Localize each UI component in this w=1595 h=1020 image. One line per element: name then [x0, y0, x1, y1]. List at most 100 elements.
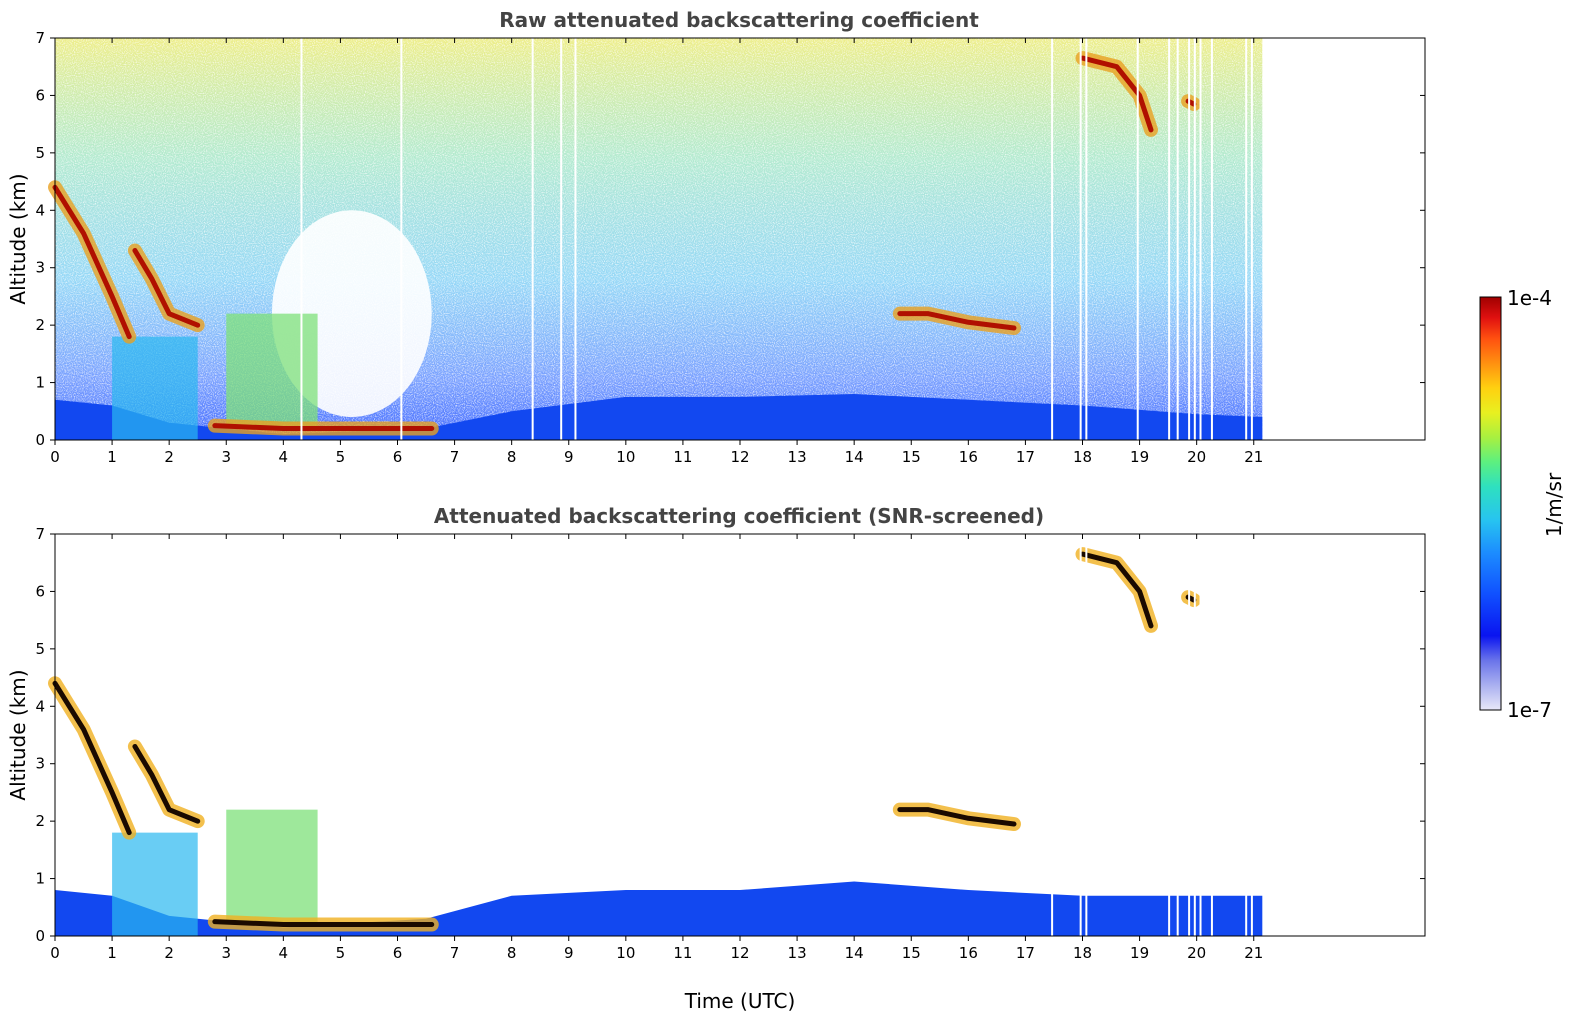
data-gap	[1079, 534, 1082, 936]
x-tick-label: 13	[788, 448, 807, 466]
data-gap	[560, 38, 563, 440]
x-tick-label: 17	[1016, 448, 1035, 466]
data-gap	[1193, 38, 1196, 440]
x-tick-label: 13	[788, 944, 807, 962]
y-tick-label: 6	[35, 582, 45, 600]
x-tick-label: 9	[564, 944, 574, 962]
x-tick-label: 14	[845, 448, 864, 466]
x-tick-label: 2	[164, 448, 174, 466]
data-gap	[531, 38, 534, 440]
x-tick-label: 4	[279, 448, 289, 466]
data-gap	[1085, 38, 1088, 440]
boundary-layer	[55, 881, 1263, 936]
data-gap	[1188, 534, 1191, 936]
data-gap	[1199, 38, 1202, 440]
data-gap	[300, 38, 303, 440]
y-tick-label: 7	[35, 29, 45, 47]
x-tick-label: 2	[164, 944, 174, 962]
data-gap	[1176, 534, 1179, 936]
x-tick-label: 12	[730, 944, 749, 962]
y-tick-label: 4	[35, 697, 45, 715]
x-tick-label: 15	[902, 944, 921, 962]
data-gap	[1079, 38, 1082, 440]
data-gap	[1210, 534, 1213, 936]
colorbar: 1e-4 1e-7 1/m/sr	[1479, 286, 1566, 722]
x-tick-label: 5	[336, 944, 346, 962]
panel-raw: Raw attenuated backscattering coefficien…	[6, 8, 1426, 466]
y-tick-label: 5	[35, 640, 45, 658]
aerosol-column	[112, 336, 198, 440]
x-tick-label: 15	[902, 448, 921, 466]
data-gap	[1051, 38, 1054, 440]
cloud-layer	[52, 184, 132, 340]
x-tick-label: 12	[730, 448, 749, 466]
cloud-layer	[52, 680, 132, 836]
x-tick-label: 7	[450, 448, 460, 466]
y-tick-label: 3	[35, 259, 45, 277]
x-tick-label: 8	[507, 944, 517, 962]
y-axis-label: Altitude (km)	[6, 173, 30, 304]
x-axis-label: Time (UTC)	[684, 989, 796, 1013]
colorbar-max-label: 1e-4	[1507, 286, 1552, 310]
data-gap	[1085, 534, 1088, 936]
aerosol-column	[226, 313, 318, 429]
cloud-layer	[132, 247, 201, 328]
x-tick-label: 16	[959, 944, 978, 962]
data-gap	[1176, 38, 1179, 440]
cloud-layer	[1080, 551, 1154, 629]
y-tick-label: 4	[35, 201, 45, 219]
panel-title: Attenuated backscattering coefficient (S…	[434, 504, 1044, 528]
data-gap	[1188, 38, 1191, 440]
y-tick-label: 7	[35, 525, 45, 543]
boundary-layer	[55, 394, 1263, 440]
aerosol-column	[226, 809, 318, 925]
x-tick-label: 3	[221, 944, 231, 962]
x-tick-label: 14	[845, 944, 864, 962]
aerosol-column	[112, 832, 198, 936]
data-gap	[1199, 534, 1202, 936]
cloud-layer	[1080, 55, 1154, 133]
colorbar-min-label: 1e-7	[1507, 698, 1552, 722]
data-gap	[1136, 38, 1139, 440]
x-tick-label: 20	[1187, 448, 1206, 466]
data-gap	[574, 38, 577, 440]
x-tick-label: 5	[336, 448, 346, 466]
x-tick-label: 16	[959, 448, 978, 466]
colorbar-gradient	[1479, 296, 1502, 711]
x-tick-label: 10	[616, 448, 635, 466]
x-tick-label: 19	[1130, 944, 1149, 962]
data-gap	[1168, 38, 1171, 440]
data-gap	[1250, 534, 1253, 936]
heatmap-area	[48, 38, 1263, 440]
y-tick-label: 0	[35, 927, 45, 945]
y-axis-label: Altitude (km)	[6, 669, 30, 800]
data-gap	[1051, 534, 1054, 936]
x-tick-label: 17	[1016, 944, 1035, 962]
x-tick-label: 18	[1073, 944, 1092, 962]
colorbar-unit-label: 1/m/sr	[1542, 472, 1566, 537]
data-gap	[1245, 38, 1248, 440]
cloud-layer	[212, 423, 435, 432]
data-gap	[1245, 534, 1248, 936]
x-tick-label: 11	[673, 944, 692, 962]
panel-screened: Attenuated backscattering coefficient (S…	[6, 504, 1426, 1013]
x-tick-label: 3	[221, 448, 231, 466]
x-tick-label: 19	[1130, 448, 1149, 466]
x-tick-label: 1	[107, 448, 117, 466]
cloud-layer	[212, 919, 435, 928]
data-gap	[1168, 534, 1171, 936]
y-tick-label: 1	[35, 374, 45, 392]
x-tick-label: 20	[1187, 944, 1206, 962]
x-tick-label: 0	[50, 944, 60, 962]
x-tick-label: 1	[107, 944, 117, 962]
cloud-layer	[897, 311, 1017, 331]
y-tick-label: 3	[35, 755, 45, 773]
x-tick-label: 0	[50, 448, 60, 466]
x-tick-label: 7	[450, 944, 460, 962]
data-gap	[1210, 38, 1213, 440]
panel-title: Raw attenuated backscattering coefficien…	[499, 8, 979, 32]
x-tick-label: 18	[1073, 448, 1092, 466]
